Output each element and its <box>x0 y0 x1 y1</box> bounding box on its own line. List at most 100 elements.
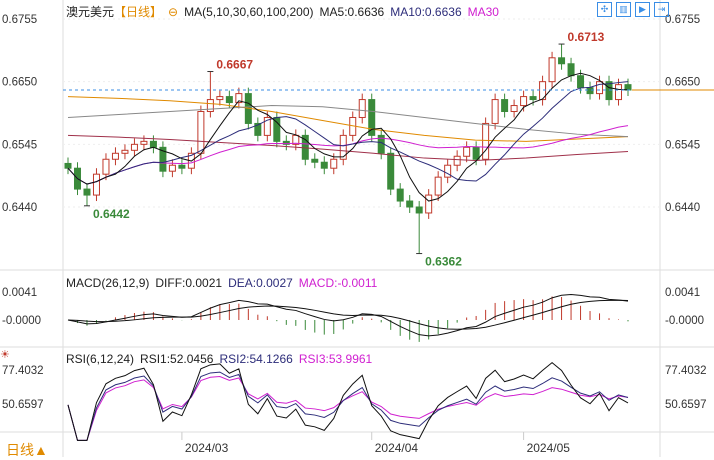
extreme-label: 0.6442 <box>93 207 130 221</box>
period-switch[interactable]: 日线▲ <box>6 442 48 458</box>
y-tick-label-left: 0.6650 <box>2 77 37 89</box>
rsi-y-tick-right: 50.6597 <box>665 399 707 411</box>
candle-body <box>235 93 243 104</box>
macd-dea-line <box>67 299 629 330</box>
candle-body <box>320 161 328 169</box>
rsi-y-tick-left: 77.4032 <box>2 365 44 377</box>
candle-body <box>178 164 186 169</box>
candle-body <box>282 140 290 145</box>
candle-body <box>558 57 566 65</box>
settings-icon[interactable]: ☀ <box>0 349 10 361</box>
candle-body <box>225 96 233 104</box>
y-tick-label-right: 0.6545 <box>665 139 700 151</box>
rsi2-value: RSI2:54.1266 <box>219 352 293 366</box>
candle-body <box>206 99 214 113</box>
rsi-params: RSI(6,12,24) <box>66 352 135 366</box>
candle-body <box>529 96 537 101</box>
candle-body <box>482 122 490 160</box>
candle-body <box>453 155 461 166</box>
play-icon[interactable]: ▶ <box>635 2 650 17</box>
macd-y-tick-left: 0.0041 <box>2 287 37 299</box>
y-tick-label-left: 0.6755 <box>2 14 37 26</box>
y-tick-label-right: 0.6440 <box>665 202 700 214</box>
candle-body <box>83 188 91 196</box>
rsi-y-tick-right: 77.4032 <box>665 365 707 377</box>
extreme-label: 0.6667 <box>216 58 253 72</box>
rsi-y-tick-left: 50.6597 <box>2 399 44 411</box>
forward-icon[interactable]: ⇥ <box>654 2 669 17</box>
ma-line-ma200 <box>67 134 629 161</box>
candle-body <box>624 84 632 91</box>
zoom-in-icon[interactable]: ▥ <box>616 2 631 17</box>
ma30-line <box>67 125 629 185</box>
toolbar: ✣ ▥ ▶ ⇥ <box>597 1 673 17</box>
macd-dea: DEA:0.0027 <box>228 276 293 290</box>
candle-body <box>425 194 433 214</box>
candle-body <box>254 122 262 136</box>
candle-body <box>434 176 442 196</box>
candle-body <box>501 99 509 113</box>
candle-body <box>197 111 205 154</box>
rsi-legend: RSI(6,12,24) RSI1:52.0456 RSI2:54.1266 RSI3… <box>66 352 378 366</box>
candle-body <box>263 116 271 136</box>
candle-body <box>168 164 176 172</box>
rsi3-line <box>67 376 629 441</box>
rsi1-line <box>67 362 629 441</box>
symbol-name: 澳元美元 <box>66 5 115 19</box>
candle-body <box>292 134 300 145</box>
y-tick-label-right: 0.6755 <box>665 14 700 26</box>
candle-body <box>396 188 404 202</box>
minus-circle-icon[interactable]: ⊖ <box>168 5 179 19</box>
macd-params: MACD(26,12,9) <box>66 276 150 290</box>
candle-body <box>406 200 414 208</box>
candle-body <box>339 134 347 160</box>
candle-body <box>415 206 423 214</box>
candle-body <box>615 84 623 101</box>
macd-diff: DIFF:0.0021 <box>155 276 223 290</box>
ma-line-ma100 <box>67 105 629 138</box>
candle-body <box>596 81 604 95</box>
ma-line-ma60 <box>67 96 629 142</box>
candle-body <box>92 173 100 196</box>
candle-body <box>605 81 613 101</box>
candle-body <box>130 143 138 151</box>
x-tick-label: 2024/05 <box>527 441 571 455</box>
candle-body <box>121 149 129 154</box>
ma5-line <box>67 72 629 202</box>
period-label[interactable]: 【日线】 <box>114 5 163 19</box>
macd-diff-line <box>67 294 629 337</box>
macd-y-tick-right: -0.0000 <box>665 315 704 327</box>
extreme-label: 0.6362 <box>425 255 462 269</box>
main-legend: 澳元美元【日线】 ⊖ MA(5,10,30,60,100,200) MA5:0.663… <box>66 3 505 20</box>
candle-body <box>539 81 547 101</box>
crosshair-icon[interactable]: ✣ <box>597 2 612 17</box>
ma-params[interactable]: MA(5,10,30,60,100,200) <box>184 5 314 19</box>
candle-body <box>548 57 556 83</box>
candle-body <box>149 140 157 148</box>
candle-body <box>577 75 585 89</box>
rsi2-line <box>67 371 629 441</box>
candle-body <box>444 164 452 178</box>
candle-body <box>102 158 110 175</box>
candle-body <box>311 158 319 163</box>
candle-body <box>491 99 499 124</box>
candle-body <box>520 96 528 107</box>
candle-body <box>159 146 167 172</box>
candle-body <box>368 99 376 136</box>
macd-legend: MACD(26,12,9) DIFF:0.0021 DEA:0.0027 MACD:-… <box>66 276 383 290</box>
rsi3-value: RSI3:53.9961 <box>298 352 373 366</box>
y-tick-label-left: 0.6545 <box>2 139 37 151</box>
y-tick-label-left: 0.6440 <box>2 202 37 214</box>
macd-y-tick-right: 0.0041 <box>665 287 700 299</box>
candle-body <box>111 152 119 160</box>
y-tick-label-right: 0.6650 <box>665 77 700 89</box>
candle-body <box>510 105 518 113</box>
candle-body <box>472 146 480 160</box>
ma5-value: MA5:0.6636 <box>319 5 385 19</box>
candle-body <box>140 140 148 145</box>
candle-body <box>586 87 594 95</box>
macd-value: MACD:-0.0011 <box>298 276 378 290</box>
ma10-line <box>67 81 629 185</box>
candle-body <box>64 162 72 169</box>
